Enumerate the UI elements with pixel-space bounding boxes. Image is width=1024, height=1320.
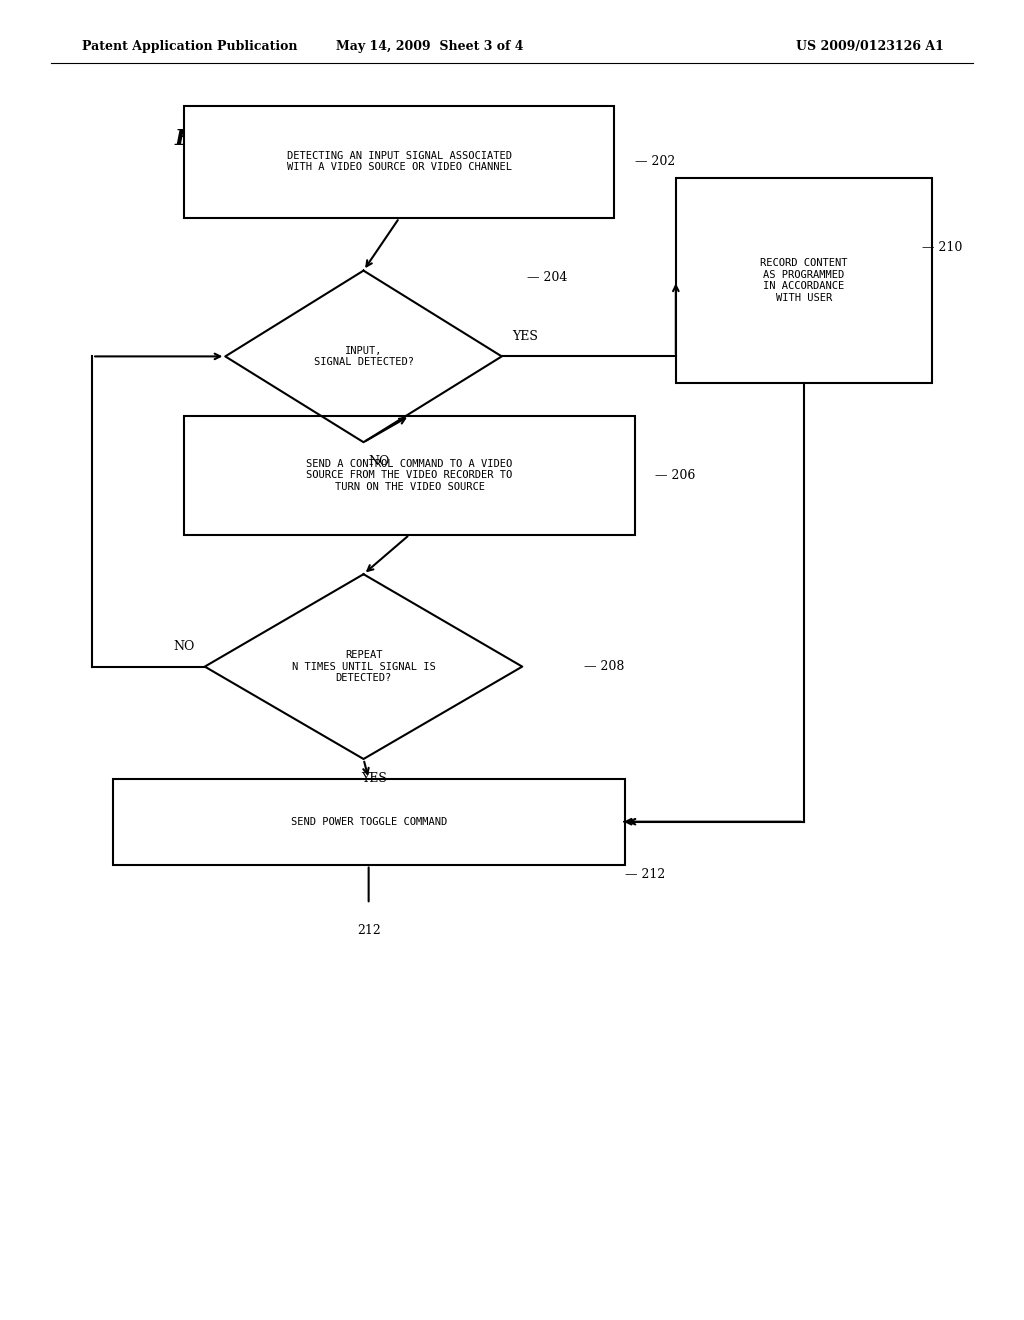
FancyBboxPatch shape — [184, 416, 635, 535]
Text: SEND A CONTROL COMMAND TO A VIDEO
SOURCE FROM THE VIDEO RECORDER TO
TURN ON THE : SEND A CONTROL COMMAND TO A VIDEO SOURCE… — [306, 458, 513, 492]
Polygon shape — [225, 271, 502, 442]
Text: — 210: — 210 — [922, 242, 962, 253]
Text: 212: 212 — [356, 924, 381, 937]
Text: — 206: — 206 — [655, 469, 695, 482]
Text: YES: YES — [512, 330, 538, 343]
Text: — 212: — 212 — [625, 869, 665, 880]
Text: — 208: — 208 — [584, 660, 624, 673]
Text: RECORD CONTENT
AS PROGRAMMED
IN ACCORDANCE
WITH USER: RECORD CONTENT AS PROGRAMMED IN ACCORDAN… — [760, 259, 848, 302]
Text: — 204: — 204 — [527, 271, 567, 284]
FancyBboxPatch shape — [113, 779, 625, 865]
Text: YES: YES — [360, 772, 387, 785]
Text: SEND POWER TOGGLE COMMAND: SEND POWER TOGGLE COMMAND — [291, 817, 446, 826]
Text: NO: NO — [369, 455, 389, 469]
Text: INPUT,
SIGNAL DETECTED?: INPUT, SIGNAL DETECTED? — [313, 346, 414, 367]
Text: DETECTING AN INPUT SIGNAL ASSOCIATED
WITH A VIDEO SOURCE OR VIDEO CHANNEL: DETECTING AN INPUT SIGNAL ASSOCIATED WIT… — [287, 150, 512, 173]
FancyBboxPatch shape — [184, 106, 614, 218]
Text: NO: NO — [173, 640, 195, 653]
Text: Patent Application Publication: Patent Application Publication — [82, 40, 297, 53]
Text: — 202: — 202 — [635, 156, 675, 168]
Polygon shape — [205, 574, 522, 759]
Text: FIG. 3: FIG. 3 — [174, 128, 250, 149]
Text: REPEAT
N TIMES UNTIL SIGNAL IS
DETECTED?: REPEAT N TIMES UNTIL SIGNAL IS DETECTED? — [292, 649, 435, 684]
FancyBboxPatch shape — [676, 178, 932, 383]
Text: US 2009/0123126 A1: US 2009/0123126 A1 — [797, 40, 944, 53]
Text: May 14, 2009  Sheet 3 of 4: May 14, 2009 Sheet 3 of 4 — [336, 40, 524, 53]
